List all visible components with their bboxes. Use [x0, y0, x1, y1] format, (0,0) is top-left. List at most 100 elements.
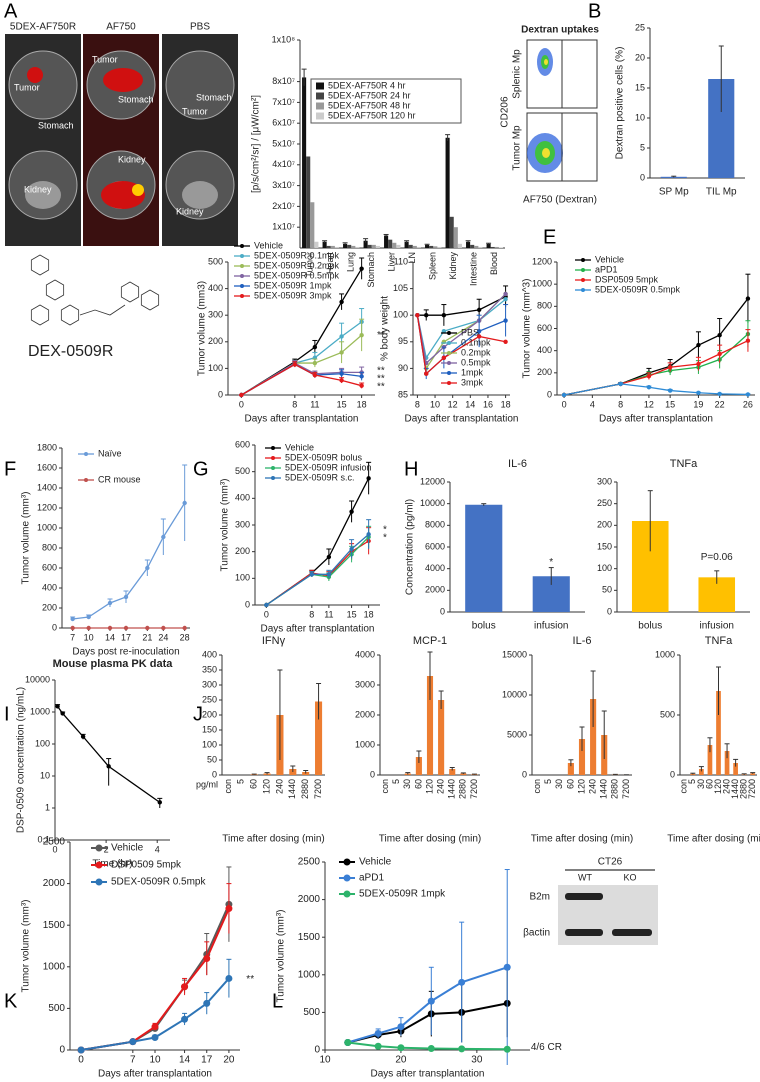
point: [339, 350, 344, 355]
y-tick-label: 4000: [425, 563, 445, 573]
point: [366, 476, 371, 481]
bar: [433, 246, 438, 248]
annotation: **: [377, 382, 385, 393]
legend-marker: [95, 844, 103, 852]
legend-swatch: [316, 92, 324, 100]
y-tick-label: 1000: [532, 279, 552, 289]
y-tick-label: 2000: [355, 709, 375, 719]
x-tick-label: Liver: [387, 252, 397, 272]
y-tick-label: 10000: [420, 498, 445, 508]
point: [326, 554, 332, 560]
legend-marker: [581, 288, 585, 292]
x-tick-label: 30: [696, 779, 706, 789]
y-tick-label: 10000: [25, 674, 50, 684]
y-tick-label: 100: [208, 363, 223, 373]
y-tick-label: 1x10⁸: [272, 34, 296, 44]
y-axis-label: Tumor volume (mm³): [276, 910, 287, 1003]
y-tick-label: 100: [597, 563, 612, 573]
point: [397, 1023, 405, 1031]
y-tick-label: 200: [235, 546, 250, 556]
y-tick-label: 5x10⁷: [272, 138, 295, 148]
structure-ring: [120, 281, 140, 303]
y-tick-label: 250: [202, 694, 217, 704]
structure-ring: [30, 304, 50, 326]
bar: [426, 676, 434, 775]
point: [70, 625, 75, 631]
y-tick-label: 2000: [425, 585, 445, 595]
y-tick-label: 1200: [532, 256, 552, 266]
y-tick-label: 300: [597, 476, 612, 486]
x-tick-label: Blood: [489, 252, 499, 275]
legend-marker: [343, 874, 351, 882]
x-tick-label: 30: [471, 1055, 483, 1066]
y-tick-label: 200: [597, 520, 612, 530]
y-tick-label: 20: [635, 52, 645, 62]
point: [203, 954, 211, 962]
series-line: [347, 1041, 508, 1051]
organ-label: Stomach: [196, 92, 232, 102]
point: [339, 378, 344, 383]
legend-marker: [271, 466, 275, 470]
x-axis-label: Time (hr): [92, 859, 132, 870]
y-tick-label: 110: [394, 256, 408, 266]
x-axis-label: Days post re-inoculation: [72, 647, 179, 658]
annotation: *: [383, 532, 387, 543]
point: [476, 307, 482, 313]
y-tick-label: 3000: [355, 679, 375, 689]
point: [441, 313, 447, 318]
y-tick-label: 0.1: [37, 834, 50, 844]
bar: [716, 691, 721, 775]
x-tick-label: 0: [52, 844, 57, 854]
bar: [438, 700, 445, 775]
point: [441, 355, 447, 360]
flow-xlabel: AF750 (Dextran): [523, 195, 597, 206]
legend-swatch: [316, 82, 324, 90]
y-tick-label: 1: [45, 802, 50, 812]
x-tick-label: con: [679, 779, 689, 794]
point: [427, 1044, 435, 1052]
legend-marker: [240, 254, 244, 258]
x-tick-label: 8: [618, 399, 623, 409]
y-tick-label: 400: [42, 582, 57, 592]
y-tick-label: 12000: [420, 476, 445, 486]
y-tick-label: 1000: [355, 739, 375, 749]
x-tick-label: Kidney: [448, 252, 458, 280]
y-axis-label: DSP-0509 concentration (ng/mL): [16, 687, 27, 833]
y-tick-label: 0: [522, 769, 527, 779]
legend-label: Vehicle: [285, 442, 314, 452]
x-tick-label: 0: [562, 399, 567, 409]
unit-label: pg/ml: [196, 779, 218, 789]
point: [696, 361, 701, 367]
series-line: [417, 295, 506, 316]
x-axis-label: Days after transplantation: [371, 1069, 485, 1080]
x-axis-label: Time after dosing (min): [667, 834, 760, 845]
x-tick-label: infusion: [534, 621, 568, 632]
y-tick-label: 250: [597, 498, 612, 508]
x-axis-label: Days after transplantation: [261, 624, 375, 635]
point: [503, 963, 511, 971]
x-tick-label: 1440: [730, 779, 740, 799]
x-tick-label: LN: [407, 252, 417, 264]
y-tick-label: 0: [245, 599, 250, 609]
y-tick-label: 5: [640, 142, 645, 152]
x-tick-label: 30: [554, 779, 564, 789]
structure-ring: [60, 304, 80, 326]
x-tick-label: 60: [249, 779, 259, 789]
legend-label: Vehicle: [254, 240, 283, 250]
legend-label: aPD1: [359, 873, 384, 884]
bar: [367, 244, 372, 248]
x-tick-label: 20: [223, 1055, 235, 1066]
panel-letter: B: [588, 0, 601, 22]
y-tick-label: 400: [235, 493, 250, 503]
x-tick-label: bolus: [472, 621, 496, 632]
y-axis-label: [p/s/cm²/sr] / [μW/cm²]: [251, 95, 262, 193]
x-tick-label: 120: [713, 779, 723, 794]
point: [60, 711, 65, 716]
legend-label: Vehicle: [359, 857, 392, 868]
legend-marker: [240, 264, 244, 268]
y-tick-label: 1400: [37, 482, 57, 492]
legend-label: 5DEX-0509R 0.2mpk: [254, 260, 340, 270]
x-tick-label: 7: [130, 1055, 136, 1066]
x-tick-label: SP Mp: [659, 187, 689, 198]
legend-label: PBS: [461, 327, 479, 337]
